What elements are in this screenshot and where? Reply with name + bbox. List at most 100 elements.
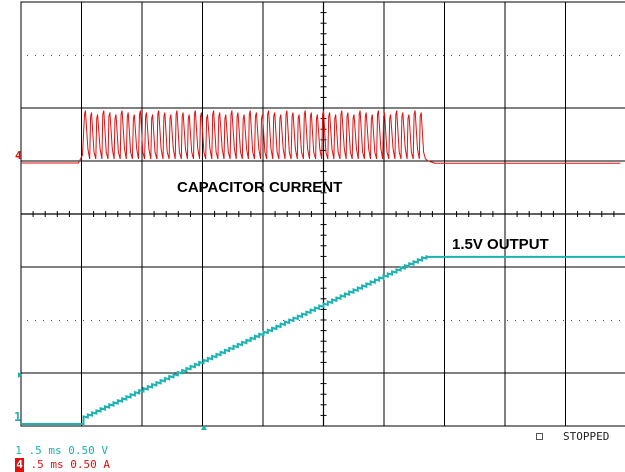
grid-dot (155, 320, 156, 321)
grid-dot (203, 55, 204, 56)
grid-dot (307, 55, 308, 56)
grid-dot (403, 320, 404, 321)
grid-dot (507, 320, 508, 321)
grid-dot (299, 320, 300, 321)
grid-dot (83, 320, 84, 321)
grid-dot (315, 320, 316, 321)
graticule (20, 1, 625, 427)
oscilloscope-display: 41 CAPACITOR CURRENT 1.5V OUTPUT (14, 1, 625, 430)
grid-dot (555, 320, 556, 321)
grid-dot (267, 320, 268, 321)
grid-dot (91, 55, 92, 56)
grid-dot (99, 320, 100, 321)
grid-dot (507, 55, 508, 56)
grid-dot (59, 320, 60, 321)
grid-dot (571, 320, 572, 321)
grid-dot (75, 55, 76, 56)
grid-dot (227, 55, 228, 56)
grid-dot (259, 55, 260, 56)
grid-dot (219, 55, 220, 56)
grid-dot (475, 320, 476, 321)
grid-dot (483, 55, 484, 56)
grid-dot (235, 55, 236, 56)
grid-dot (531, 55, 532, 56)
ch1-settings: .5 ms 0.50 V (21, 444, 115, 457)
capacitor-current-annotation: CAPACITOR CURRENT (177, 179, 342, 196)
grid-dot (155, 55, 156, 56)
grid-dot (211, 55, 212, 56)
grid-dot (563, 320, 564, 321)
grid-dot (427, 320, 428, 321)
grid-dot (267, 55, 268, 56)
grid-dot (411, 55, 412, 56)
run-state-indicator (536, 433, 543, 440)
grid-dot (603, 55, 604, 56)
grid-dot (307, 320, 308, 321)
grid-dot (371, 55, 372, 56)
grid-dot (147, 55, 148, 56)
grid-dot (475, 55, 476, 56)
grid-dot (459, 320, 460, 321)
grid-dot (51, 55, 52, 56)
grid-dot (251, 55, 252, 56)
grid-dot (187, 55, 188, 56)
grid-dot (515, 320, 516, 321)
grid-dot (579, 320, 580, 321)
grid-dot (347, 320, 348, 321)
grid-dot (299, 55, 300, 56)
grid-dot (211, 320, 212, 321)
grid-dot (491, 320, 492, 321)
ch1-ground-marker: 1 (14, 410, 21, 424)
grid-dot (139, 320, 140, 321)
grid-dot (43, 320, 44, 321)
grid-dot (27, 320, 28, 321)
grid-dot (379, 320, 380, 321)
grid-dot (259, 320, 260, 321)
grid-dot (67, 320, 68, 321)
grid-dot (443, 320, 444, 321)
grid-dot (611, 55, 612, 56)
grid-dot (459, 55, 460, 56)
grid-dot (243, 320, 244, 321)
trigger-level-marker (18, 372, 22, 378)
grid-dot (619, 55, 620, 56)
grid-dot (131, 55, 132, 56)
grid-dot (27, 55, 28, 56)
grid-dot (411, 320, 412, 321)
grid-dot (595, 320, 596, 321)
grid-dot (587, 55, 588, 56)
grid-dot (171, 55, 172, 56)
grid-dot (51, 320, 52, 321)
grid-dot (187, 320, 188, 321)
grid-dot (283, 55, 284, 56)
grid-dot (611, 320, 612, 321)
grid-dot (483, 320, 484, 321)
grid-dot (347, 55, 348, 56)
grid-dot (91, 320, 92, 321)
grid-dot (227, 320, 228, 321)
grid-dot (547, 55, 548, 56)
grid-dot (579, 55, 580, 56)
grid-dot (107, 55, 108, 56)
grid-dot (595, 55, 596, 56)
grid-dot (451, 55, 452, 56)
grid-dot (59, 55, 60, 56)
grid-dot (195, 320, 196, 321)
grid-dot (339, 320, 340, 321)
grid-dot (435, 320, 436, 321)
grid-dot (419, 320, 420, 321)
grid-dot (523, 55, 524, 56)
grid-dot (123, 55, 124, 56)
grid-dot (35, 55, 36, 56)
grid-dot (539, 320, 540, 321)
grid-dot (539, 55, 540, 56)
grid-dot (339, 55, 340, 56)
grid-dot (139, 55, 140, 56)
grid-dot (379, 55, 380, 56)
grid-dot (275, 55, 276, 56)
grid-dot (115, 320, 116, 321)
grid-dot (179, 55, 180, 56)
grid-dot (603, 320, 604, 321)
grid-dot (355, 55, 356, 56)
grid-dot (515, 55, 516, 56)
